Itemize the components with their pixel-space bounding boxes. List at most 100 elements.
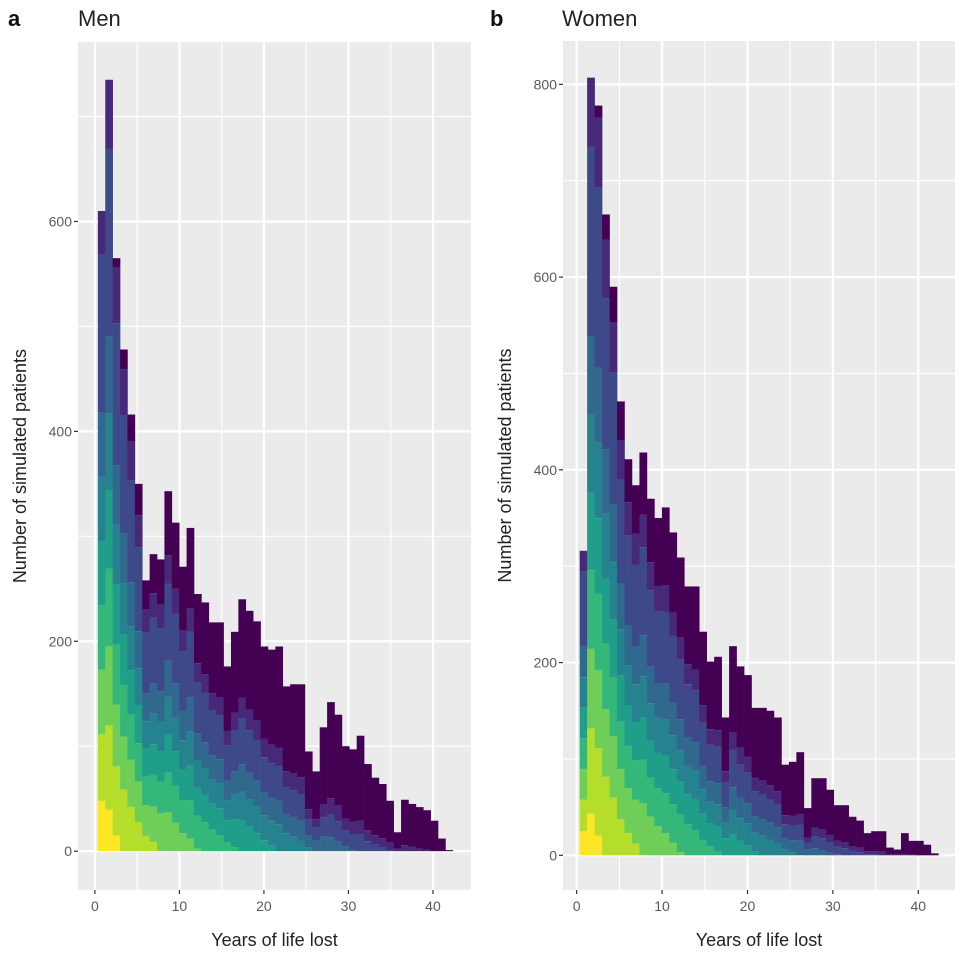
bar-segment (856, 852, 864, 856)
bars-women (579, 77, 939, 856)
bar-segment (691, 742, 700, 771)
y-tick-label: 0 (64, 843, 72, 859)
bar-segment (201, 674, 210, 693)
bar-segment (587, 146, 595, 337)
x-tick-label: 30 (825, 898, 841, 914)
panel-tag-a: a (8, 6, 21, 31)
bar-segment (134, 631, 143, 669)
bar-segment (759, 835, 767, 856)
bar-segment (714, 826, 722, 852)
bar-segment (193, 663, 202, 683)
bar-segment (97, 476, 106, 542)
bar-segment (579, 571, 588, 647)
bar-segment (112, 323, 121, 466)
bar-segment (105, 568, 113, 647)
bar-segment (290, 816, 298, 837)
bar-segment (304, 819, 313, 835)
bar-segment (631, 760, 640, 800)
bar-segment (699, 705, 707, 723)
bar-segment (788, 825, 797, 841)
bar-segment (587, 77, 595, 147)
bar-segment (579, 550, 588, 572)
bar-segment (193, 594, 202, 664)
bar-segment (706, 781, 715, 802)
bar-segment (721, 782, 730, 808)
histogram-bar (171, 522, 180, 852)
bar-segment (120, 685, 128, 737)
bar-segment (223, 745, 232, 781)
bar-segment (661, 833, 670, 856)
bar-segment (319, 804, 328, 818)
bar-segment (684, 737, 693, 766)
bar-segment (609, 322, 618, 373)
bar-segment (230, 847, 239, 852)
bar-segment (275, 824, 284, 852)
bar-segment (260, 792, 269, 816)
histogram-bar (841, 805, 849, 856)
bar-segment (260, 840, 269, 852)
bar-segment (149, 683, 158, 714)
histogram-bar (223, 666, 232, 852)
bar-segment (297, 777, 306, 795)
histogram-bar (408, 803, 417, 852)
bar-segment (609, 372, 618, 505)
bar-segment (579, 768, 588, 800)
histogram-bar (639, 452, 648, 856)
bar-segment (245, 826, 254, 852)
bar-segment (105, 413, 113, 491)
bar-segment (260, 757, 269, 793)
histogram-bar (238, 599, 247, 852)
bar-segment (736, 797, 745, 819)
histogram-bar (661, 507, 670, 856)
bar-segment (773, 804, 782, 828)
bar-segment (841, 848, 849, 856)
bar-segment (788, 852, 797, 856)
bar-segment (97, 210, 106, 255)
bar-segment (602, 513, 610, 579)
histogram-bar (900, 833, 909, 856)
bar-segment (908, 840, 917, 855)
histogram-bar (706, 661, 715, 856)
bar-segment (223, 842, 232, 852)
bar-segment (639, 635, 648, 677)
histogram-bar (134, 483, 143, 852)
bar-segment (253, 720, 261, 741)
histogram-bar (908, 840, 917, 856)
bar-segment (127, 670, 136, 715)
x-tick-label: 10 (654, 898, 670, 914)
bar-segment (112, 524, 121, 585)
bar-segment (661, 507, 670, 586)
bar-segment (729, 809, 737, 835)
bar-segment (863, 854, 872, 856)
bar-segment (105, 646, 113, 726)
y-tick-label: 200 (49, 633, 73, 649)
bar-segment (134, 668, 143, 706)
bar-segment (401, 799, 409, 846)
histogram-bar (378, 784, 387, 852)
bar-segment (253, 621, 261, 721)
bar-segment (186, 731, 195, 765)
bar-segment (179, 740, 187, 770)
bar-segment (112, 267, 121, 324)
bar-segment (587, 413, 595, 493)
bar-segment (223, 800, 232, 821)
histogram-bar (245, 610, 254, 852)
bar-segment (149, 593, 158, 618)
bar-segment (97, 412, 106, 477)
bar-segment (97, 254, 106, 413)
bar-segment (900, 853, 909, 856)
histogram-bar (803, 808, 812, 856)
histogram-bar (282, 686, 291, 852)
bar-segment (676, 637, 685, 660)
x-tick-label: 0 (573, 898, 581, 914)
bar-segment (796, 752, 805, 815)
bar-segment (661, 719, 670, 756)
x-tick-label: 40 (425, 898, 441, 914)
bar-segment (193, 682, 202, 734)
histogram-bar (304, 751, 313, 852)
bar-segment (706, 801, 715, 823)
bar-segment (587, 570, 595, 649)
bar-segment (312, 819, 321, 828)
bar-segment (744, 803, 752, 824)
bar-segment (594, 670, 603, 748)
